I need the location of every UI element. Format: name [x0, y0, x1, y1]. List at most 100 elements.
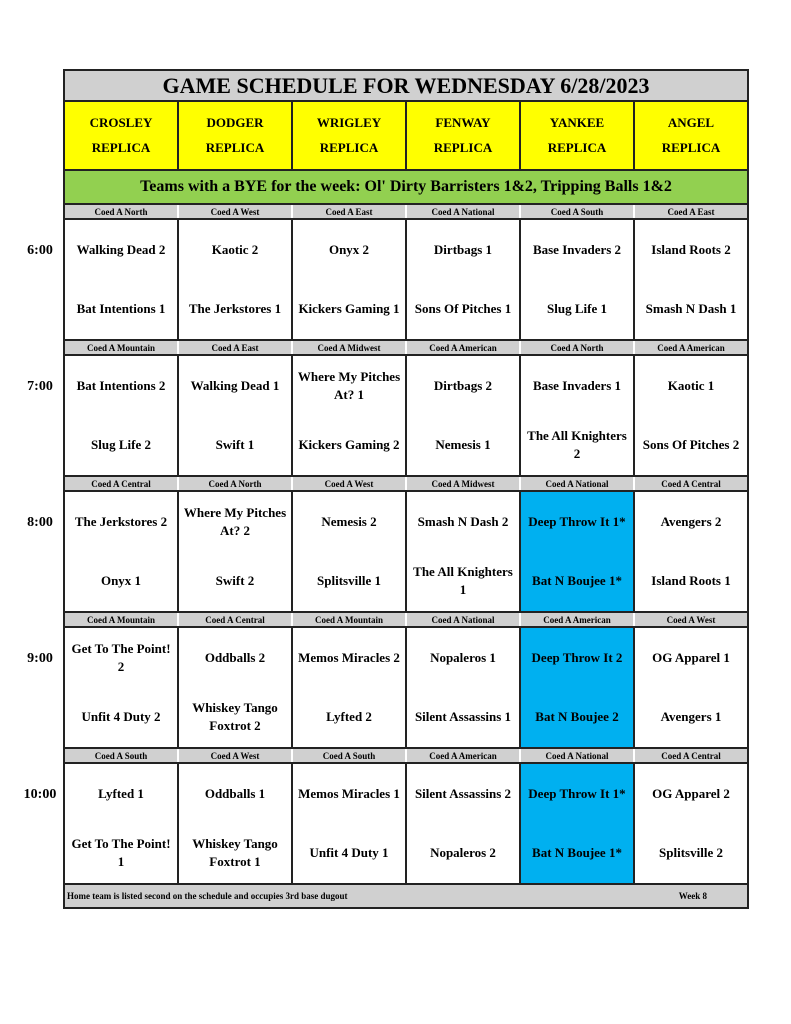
away-team: Where My Pitches At? 2 — [183, 504, 287, 538]
game-cell: Walking Dead 2 Bat Intentions 1 — [65, 220, 179, 339]
games-row: The Jerkstores 2 Onyx 1 Where My Pitches A… — [65, 492, 747, 613]
away-team: Nemesis 2 — [321, 513, 377, 529]
games-row: Bat Intentions 2 Slug Life 2 Walking Dead … — [65, 356, 747, 477]
home-team: Swift 1 — [215, 437, 255, 453]
time-label: 10:00 — [23, 787, 57, 802]
footer: Home team is listed second on the schedu… — [65, 885, 747, 907]
field-name-line: ANGEL — [667, 114, 715, 130]
field-name-line: REPLICA — [319, 140, 379, 156]
division-label: Coed A American — [407, 749, 521, 762]
field-name-line: REPLICA — [91, 140, 151, 156]
division-label: Coed A Central — [65, 477, 179, 490]
field-name-line: YANKEE — [549, 114, 605, 130]
field-header: DODGER REPLICA — [179, 102, 293, 169]
away-team: Walking Dead 2 — [76, 241, 166, 257]
home-team: Sons Of Pitches 1 — [414, 301, 512, 317]
division-label: Coed A West — [666, 614, 716, 625]
home-team: Bat N Boujee 1* — [532, 845, 622, 861]
division-label: Coed A Central — [661, 750, 721, 761]
game-cell: Nopaleros 1 Silent Assassins 1 — [407, 628, 521, 747]
field-name-line: REPLICA — [205, 140, 265, 156]
game-cell: Silent Assassins 2 Nopaleros 2 — [407, 764, 521, 883]
field-name-line: REPLICA — [433, 140, 493, 156]
division-label: Coed A Central — [179, 613, 293, 626]
division-label: Coed A Mountain — [293, 613, 407, 626]
field-name-line: FENWAY — [435, 114, 491, 130]
home-team: Bat N Boujee 1* — [532, 573, 622, 589]
home-team: The Jerkstores 1 — [188, 301, 282, 317]
away-team: OG Apparel 2 — [652, 785, 730, 801]
page-title: GAME SCHEDULE FOR WEDNESDAY 6/28/2023 — [65, 71, 747, 102]
game-cell: Memos Miracles 1 Unfit 4 Duty 1 — [293, 764, 407, 883]
game-cell: OG Apparel 1 Avengers 1 — [635, 628, 747, 747]
away-team: Nopaleros 1 — [430, 649, 496, 665]
field-name-line: REPLICA — [547, 140, 607, 156]
division-row: Coed A Mountain Coed A Central Coed A Moun… — [65, 613, 747, 628]
away-team: OG Apparel 1 — [652, 649, 730, 665]
division-label: Coed A East — [667, 206, 715, 217]
games-row: Lyfted 1 Get To The Point! 1 Oddballs 1 Whi… — [65, 764, 747, 885]
division-row: Coed A South Coed A West Coed A South Coed … — [65, 749, 747, 764]
division-label: Coed A East — [179, 341, 293, 354]
bye-notice: Teams with a BYE for the week: Ol' Dirty… — [65, 171, 747, 205]
division-label: Coed A Mountain — [65, 341, 179, 354]
game-cell: Oddballs 2 Whiskey Tango Foxtrot 2 — [179, 628, 293, 747]
game-cell: Deep Throw It 1* Bat N Boujee 1* — [521, 492, 635, 611]
footer-note: Home team is listed second on the schedu… — [67, 891, 348, 901]
time-label: 7:00 — [27, 379, 53, 394]
home-team: Splitsville 2 — [659, 845, 723, 861]
division-label: Coed A National — [521, 477, 635, 490]
home-team: Onyx 1 — [100, 573, 142, 589]
division-label: Coed A South — [65, 749, 179, 762]
game-cell: Bat Intentions 2 Slug Life 2 — [65, 356, 179, 475]
home-team: The All Knighters 1 — [413, 564, 513, 598]
game-cell: Get To The Point! 2 Unfit 4 Duty 2 — [65, 628, 179, 747]
home-team: Smash N Dash 1 — [645, 301, 737, 317]
home-team: Silent Assassins 1 — [414, 709, 512, 725]
division-label: Coed A West — [179, 205, 293, 218]
game-cell: Base Invaders 1 The All Knighters 2 — [521, 356, 635, 475]
division-label: Coed A National — [407, 613, 521, 626]
home-team: Avengers 1 — [660, 709, 722, 725]
week-label: Week 8 — [678, 891, 707, 901]
field-header: WRIGLEY REPLICA — [293, 102, 407, 169]
division-label: Coed A North — [179, 477, 293, 490]
division-label: Coed A North — [521, 341, 635, 354]
time-label: 9:00 — [27, 651, 53, 666]
division-label: Coed A Central — [661, 478, 721, 489]
game-cell: Dirtbags 2 Nemesis 1 — [407, 356, 521, 475]
game-cell: Smash N Dash 2 The All Knighters 1 — [407, 492, 521, 611]
home-team: Bat Intentions 1 — [76, 301, 166, 317]
away-team: Kaotic 1 — [667, 377, 715, 393]
away-team: Deep Throw It 1* — [528, 513, 626, 529]
field-name-line: REPLICA — [661, 140, 721, 156]
home-team: Kickers Gaming 2 — [298, 437, 400, 453]
game-cell: Island Roots 2 Smash N Dash 1 — [635, 220, 747, 339]
home-team: The All Knighters 2 — [527, 428, 627, 462]
division-label: Coed A National — [407, 205, 521, 218]
division-label: Coed A East — [293, 205, 407, 218]
away-team: Silent Assassins 2 — [414, 785, 512, 801]
game-cell: Walking Dead 1 Swift 1 — [179, 356, 293, 475]
away-team: Deep Throw It 2 — [531, 649, 623, 665]
division-label: Coed A American — [657, 342, 725, 353]
field-header: FENWAY REPLICA — [407, 102, 521, 169]
field-name-line: WRIGLEY — [316, 114, 382, 130]
away-team: Oddballs 1 — [204, 785, 266, 801]
away-team: Island Roots 2 — [651, 241, 731, 257]
game-cell: Dirtbags 1 Sons Of Pitches 1 — [407, 220, 521, 339]
division-label: Coed A Midwest — [293, 341, 407, 354]
away-team: Smash N Dash 2 — [417, 513, 509, 529]
away-team: Dirtbags 2 — [433, 377, 493, 393]
away-team: The Jerkstores 2 — [74, 513, 168, 529]
field-header: CROSLEY REPLICA — [65, 102, 179, 169]
away-team: Kaotic 2 — [211, 241, 259, 257]
away-team: Lyfted 1 — [98, 785, 144, 801]
division-label: Coed A Midwest — [407, 477, 521, 490]
home-team: Sons Of Pitches 2 — [642, 437, 740, 453]
away-team: Memos Miracles 1 — [298, 785, 400, 801]
division-label: Coed A American — [407, 341, 521, 354]
away-team: Avengers 2 — [660, 513, 722, 529]
game-cell: Where My Pitches At? 1 Kickers Gaming 2 — [293, 356, 407, 475]
game-cell: Onyx 2 Kickers Gaming 1 — [293, 220, 407, 339]
